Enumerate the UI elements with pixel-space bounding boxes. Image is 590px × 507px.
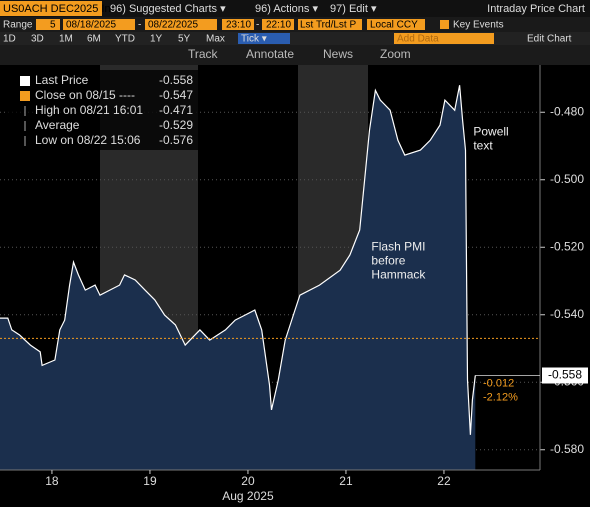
period-button[interactable]: Max [206,34,225,45]
edit-chart[interactable]: Edit Chart [527,34,572,45]
period-button[interactable]: YTD [115,34,135,45]
ticker[interactable]: US0ACH DEC2025 In [3,3,111,15]
field[interactable] [222,19,254,30]
legend-label: Last Price [35,73,89,87]
field[interactable] [145,19,217,30]
legend-value: -0.558 [159,73,193,87]
end-date[interactable]: 08/22/2025 [148,20,198,31]
legend-box [5,70,198,150]
x-tick-label: 20 [241,474,255,488]
time-start[interactable]: 23:10 [226,20,251,31]
window-title: Intraday Price Chart [487,3,585,15]
legend-value: -0.471 [159,103,193,117]
field[interactable] [63,19,135,30]
x-tick-label: 18 [45,474,59,488]
y-tick-label: -0.580 [550,442,584,456]
legend-label: Low on 08/22 15:06 [35,133,141,147]
change-pct: -2.12% [483,391,518,403]
x-tick-label: 21 [339,474,353,488]
legend-label: High on 08/21 16:01 [35,103,143,117]
currency[interactable]: Local CCY [370,20,418,31]
annotation: Flash PMI before Hammack [371,239,426,281]
period-button[interactable]: 1D [3,34,16,45]
annotation: Powell text [473,125,508,153]
tool[interactable]: News [323,47,353,61]
menu-bar [0,0,590,17]
period-button[interactable]: 1Y [150,34,163,45]
legend-value: -0.547 [159,88,193,102]
y-tick-label: -0.520 [550,239,584,253]
menu-item[interactable]: 97) Edit ▾ [330,3,377,15]
field[interactable] [367,19,425,30]
field[interactable] [262,19,294,30]
legend-swatch [20,91,30,101]
field[interactable] [298,19,362,30]
last-tag: -0.558 [548,368,582,382]
x-axis-label: Aug 2025 [222,489,274,503]
tool[interactable]: Zoom [380,47,411,61]
add-data[interactable]: Add Data [397,34,439,45]
change: -0.012 [483,377,514,389]
y-tick-label: -0.500 [550,172,584,186]
period-button[interactable]: Tick ▾ [241,34,267,45]
tool[interactable]: Track [188,47,219,61]
separator: - [138,20,141,31]
menu-item[interactable]: 96) Suggested Charts ▾ [110,3,226,15]
checkbox[interactable] [440,20,449,29]
legend-value: -0.529 [159,118,193,132]
area [0,85,476,470]
add-data-field[interactable] [394,33,494,44]
period-button[interactable]: 1M [59,34,73,45]
range-value[interactable]: 5 [50,20,56,31]
start-date[interactable]: 08/18/2025 [66,20,116,31]
time-end[interactable]: 22:10 [266,20,291,31]
key-events[interactable]: Key Events [453,20,504,31]
tool-bar [0,45,590,65]
period-button[interactable]: 3D [31,34,44,45]
field[interactable] [36,19,60,30]
ticker-box[interactable] [0,1,102,16]
legend-swatch [20,76,30,86]
range-label: Range [3,20,33,31]
x-tick-label: 22 [437,474,451,488]
y-tick-label: -0.480 [550,104,584,118]
legend-label: Average [35,118,80,132]
legend-value: -0.576 [159,133,193,147]
last-tag-box [542,367,588,384]
period-button[interactable]: 6M [87,34,101,45]
x-tick-label: 19 [143,474,157,488]
separator: - [256,20,259,31]
y-tick-label: -0.540 [550,307,584,321]
menu-item[interactable]: 96) Actions ▾ [255,3,318,15]
period-button[interactable]: 5Y [178,34,191,45]
period-active [238,33,290,44]
legend-label: Close on 08/15 ---- [35,88,135,102]
price-type[interactable]: Lst Trd/Lst P [300,20,356,31]
price-line [0,85,476,435]
tool[interactable]: Annotate [246,47,294,61]
